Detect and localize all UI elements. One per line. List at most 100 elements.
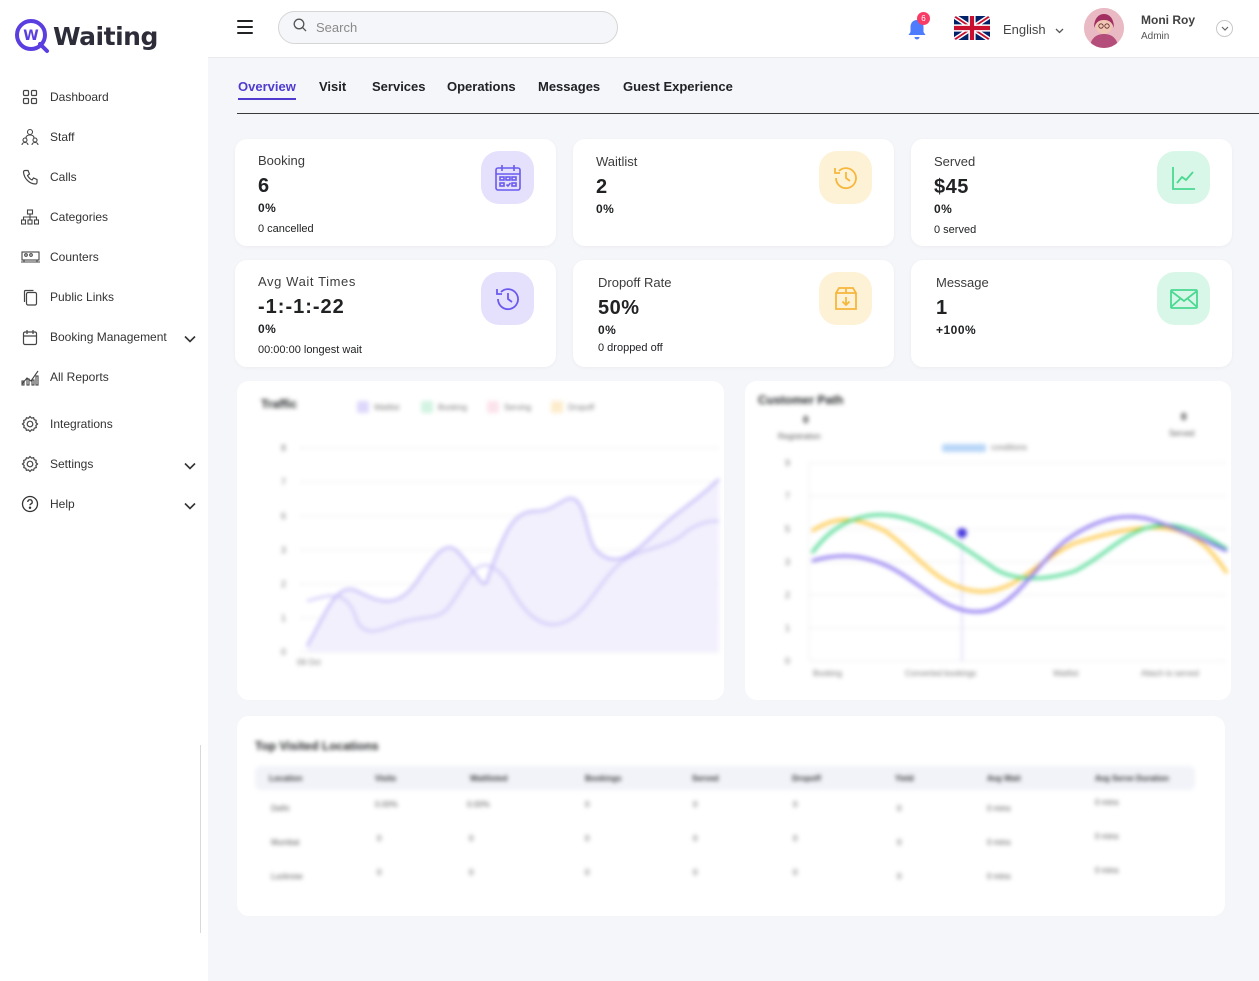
tab-overview[interactable]: Overview [238, 79, 296, 100]
user-menu-button[interactable] [1216, 20, 1233, 37]
table-cell: 0 [377, 868, 382, 877]
column-header: Bookings [585, 774, 622, 783]
card-subtext: 0 served [934, 224, 977, 236]
help-icon [20, 494, 40, 514]
calendar-icon [481, 151, 534, 204]
booking-card[interactable]: Booking 6 0% 0 cancelled [235, 139, 556, 246]
chevron-down-icon[interactable] [184, 457, 196, 475]
served-card[interactable]: Served $45 0% 0 served [911, 139, 1232, 246]
table-cell: 0 mins [987, 838, 1011, 847]
table-cell: 0 mins [987, 872, 1011, 881]
sidebar-item-integrations[interactable]: Integrations [20, 411, 196, 437]
card-change: 0% [596, 202, 615, 216]
card-title: Avg Wait Times [258, 274, 356, 289]
table-cell: 0 [693, 834, 698, 843]
table-cell: 0 [793, 800, 798, 809]
top-locations-panel: Top Visited Locations Location Visits Wa… [237, 716, 1225, 916]
legend-swatch [942, 443, 986, 452]
chevron-down-icon [1055, 22, 1064, 37]
y-tick-label: 0 [281, 647, 286, 657]
people-icon [20, 127, 40, 147]
table-cell: 0 [693, 868, 698, 877]
card-value: 50% [598, 297, 640, 319]
dropoff-card[interactable]: Dropoff Rate 50% 0% 0 dropped off [573, 260, 894, 367]
sidebar-item-dashboard[interactable]: Dashboard [20, 84, 196, 110]
sidebar-item-counters[interactable]: Counters [20, 244, 196, 270]
table-row[interactable]: Lucknow 0 0 0 0 0 0 0 mins 0 mins [255, 858, 1195, 892]
table-cell: 0 [693, 800, 698, 809]
served-count: 0 [1181, 412, 1187, 423]
served-label: Served [1169, 429, 1195, 438]
table-cell: 0 [793, 868, 798, 877]
card-subtext: 0 dropped off [598, 342, 663, 354]
table-row[interactable]: Mumbai 0 0 0 0 0 0 0 mins 0 mins [255, 824, 1195, 858]
chevron-down-icon[interactable] [184, 497, 196, 515]
app-logo[interactable]: W Waiting [14, 18, 158, 54]
gear-icon [20, 414, 40, 434]
sidebar-item-label: Dashboard [50, 90, 109, 104]
menu-toggle-button[interactable] [237, 20, 253, 34]
dashboard-tabs: Overview Visit Services Operations Messa… [237, 76, 1259, 114]
uk-flag-icon[interactable] [954, 16, 990, 40]
y-tick-label: 2 [785, 590, 790, 600]
card-value: -1:-1:-22 [258, 296, 345, 318]
legend-label: Serving [504, 402, 532, 412]
tab-services[interactable]: Services [372, 79, 426, 94]
customer-path-panel: Customer Path 0 Registration 0 Served co… [745, 381, 1231, 700]
sidebar-item-categories[interactable]: Categories [20, 204, 196, 230]
customer-path-plot: 9 7 5 3 2 1 0 Booking Converted bookings… [785, 458, 1229, 678]
x-tick-label: Booking [813, 669, 842, 678]
table-row[interactable]: Delhi 0.00% 0.00% 0 0 0 0 0 mins 0 mins [255, 790, 1195, 824]
notifications-button[interactable]: 6 [906, 12, 930, 41]
y-tick-label: 7 [785, 491, 790, 501]
column-header: Dropoff [792, 774, 821, 783]
chart-title: Customer Path [758, 393, 844, 407]
counter-icon [20, 247, 40, 267]
tab-operations[interactable]: Operations [447, 79, 516, 94]
sidebar-item-settings[interactable]: Settings [20, 451, 196, 477]
language-label: English [1003, 22, 1046, 37]
tab-visit[interactable]: Visit [319, 79, 347, 94]
table-cell: 0 mins [1095, 866, 1119, 875]
card-change: 0% [258, 322, 277, 336]
user-name: Moni Roy [1141, 13, 1195, 27]
sidebar-item-calls[interactable]: Calls [20, 164, 196, 190]
gear-icon [20, 454, 40, 474]
hamburger-line [237, 26, 253, 28]
legend-label: Booking [438, 402, 467, 412]
y-tick-label: 0 [785, 656, 790, 666]
tab-messages[interactable]: Messages [538, 79, 601, 94]
message-card[interactable]: Message 1 +100% [911, 260, 1232, 367]
waitlist-card[interactable]: Waitlist 2 0% [573, 139, 894, 246]
card-subtext: 00:00:00 longest wait [258, 344, 362, 356]
sidebar-scrollbar[interactable] [200, 745, 201, 933]
sidebar-item-label: Categories [50, 210, 109, 224]
sidebar: W Waiting Dashboard Staff Calls [0, 0, 208, 981]
card-title: Waitlist [596, 154, 638, 169]
column-header: Avg Wait [987, 774, 1021, 783]
search-bar[interactable] [278, 11, 618, 44]
table-cell: 0 [897, 838, 902, 847]
sidebar-item-public-links[interactable]: Public Links [20, 284, 196, 310]
sidebar-item-all-reports[interactable]: All Reports [20, 364, 196, 390]
sidebar-item-staff[interactable]: Staff [20, 124, 196, 150]
card-title: Booking [258, 153, 305, 168]
language-selector[interactable]: English [1003, 22, 1064, 37]
table-cell: 0.00% [467, 800, 490, 809]
x-tick-label: Attach to served [1141, 669, 1199, 678]
table-cell: 0 mins [1095, 798, 1119, 807]
legend-item: conditions [942, 443, 1027, 452]
traffic-chart-panel: Traffic Waitlist Booking Serving Dropoff… [237, 381, 724, 700]
legend-swatch [487, 401, 499, 413]
avatar[interactable] [1084, 8, 1124, 48]
search-input[interactable] [316, 20, 596, 35]
top-locations-content: Top Visited Locations Location Visits Wa… [237, 716, 1225, 916]
sidebar-item-help[interactable]: Help [20, 491, 196, 517]
logo-icon: W [14, 18, 50, 54]
history-icon [481, 272, 534, 325]
chevron-down-icon[interactable] [184, 330, 196, 348]
tab-guest-experience[interactable]: Guest Experience [623, 79, 733, 94]
sidebar-item-booking-management[interactable]: Booking Management [20, 324, 196, 350]
avg-wait-card[interactable]: Avg Wait Times -1:-1:-22 0% 00:00:00 lon… [235, 260, 556, 367]
column-header: Location [269, 774, 303, 783]
